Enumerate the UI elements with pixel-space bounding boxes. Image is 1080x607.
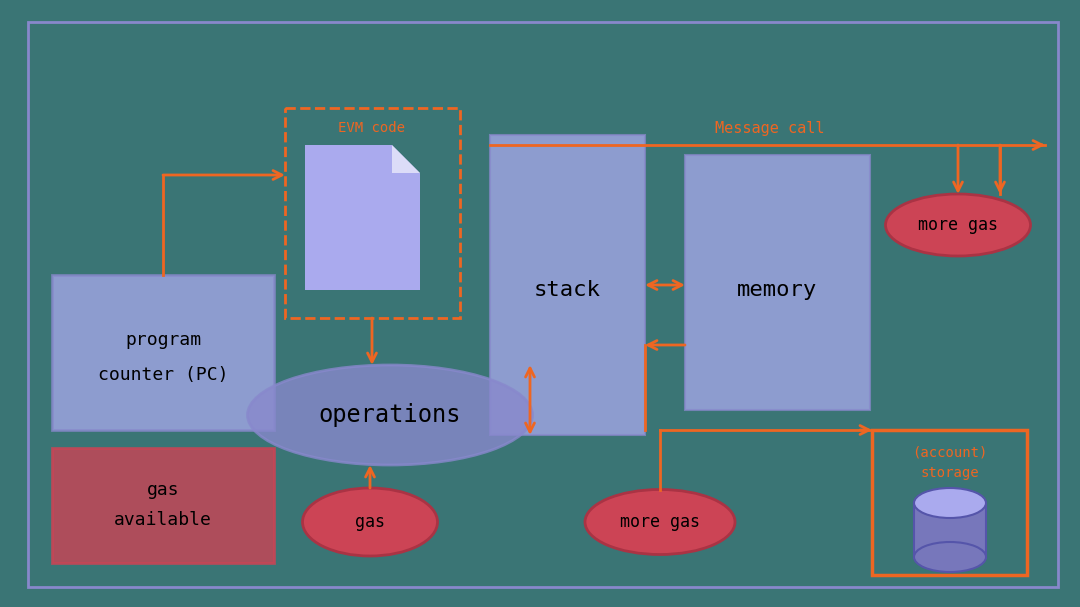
Text: (account): (account) bbox=[913, 446, 988, 460]
Text: memory: memory bbox=[737, 280, 818, 300]
Text: more gas: more gas bbox=[620, 513, 700, 531]
Text: gas: gas bbox=[147, 481, 179, 499]
Bar bbox=[914, 503, 986, 558]
Bar bbox=[490, 135, 645, 435]
Ellipse shape bbox=[247, 365, 532, 465]
Text: storage: storage bbox=[920, 466, 980, 480]
Ellipse shape bbox=[914, 542, 986, 572]
Ellipse shape bbox=[585, 489, 735, 555]
Bar bbox=[52, 275, 274, 430]
Polygon shape bbox=[392, 145, 420, 173]
Text: program: program bbox=[125, 331, 201, 349]
Ellipse shape bbox=[914, 488, 986, 518]
Polygon shape bbox=[305, 145, 420, 290]
Text: more gas: more gas bbox=[918, 216, 998, 234]
Text: Message call: Message call bbox=[715, 121, 825, 135]
Bar bbox=[685, 155, 870, 410]
Text: counter (PC): counter (PC) bbox=[98, 366, 228, 384]
Bar bbox=[872, 430, 1027, 575]
Text: available: available bbox=[114, 511, 212, 529]
Bar bbox=[52, 448, 274, 563]
Text: operations: operations bbox=[319, 403, 461, 427]
Text: gas: gas bbox=[355, 513, 384, 531]
Text: stack: stack bbox=[534, 280, 600, 300]
Bar bbox=[285, 108, 460, 318]
Text: EVM code: EVM code bbox=[338, 121, 405, 135]
Ellipse shape bbox=[302, 488, 437, 556]
Ellipse shape bbox=[886, 194, 1030, 256]
